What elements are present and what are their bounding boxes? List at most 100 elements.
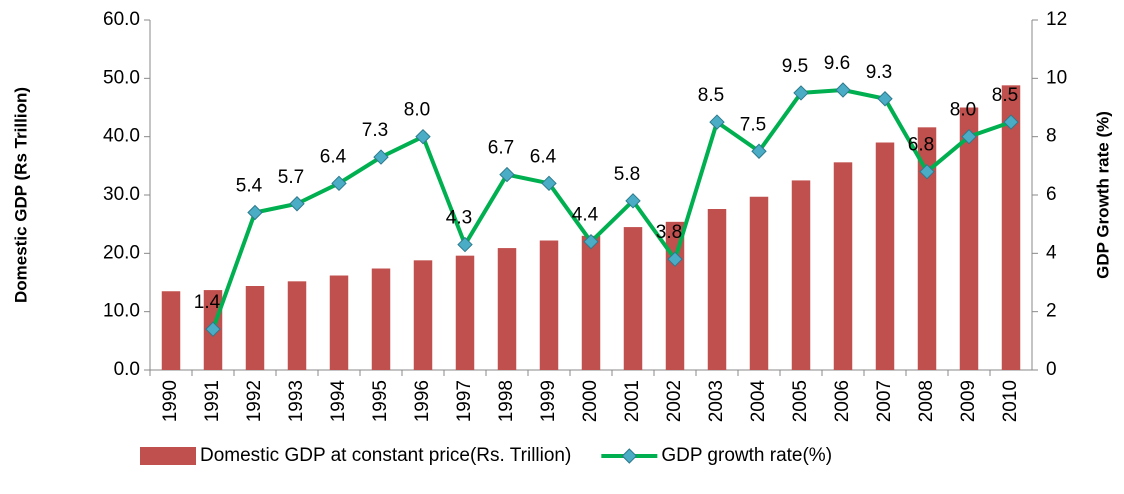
bar <box>329 275 349 370</box>
marker <box>961 128 977 145</box>
marker <box>1003 114 1019 130</box>
marker <box>709 114 725 130</box>
y-tick-label: 40.0 <box>103 126 140 147</box>
data-label: 5.4 <box>236 176 263 197</box>
data-label: 6.4 <box>530 146 557 167</box>
data-label: 6.8 <box>908 135 934 156</box>
y-tick-label: 50.0 <box>103 67 140 88</box>
x-tick-label: 2006 <box>832 380 853 422</box>
marker <box>751 143 767 159</box>
x-tick-label: 2000 <box>580 380 601 422</box>
x-tick-label: 1993 <box>286 380 307 422</box>
bar <box>161 291 181 370</box>
marker <box>667 251 683 267</box>
data-label: 8.5 <box>992 85 1018 106</box>
marker <box>331 175 347 192</box>
marker <box>835 82 851 98</box>
x-tick-label: 1992 <box>244 380 265 422</box>
bar <box>1001 85 1021 370</box>
x-tick-label: 1995 <box>370 380 391 422</box>
x-tick-label: 2010 <box>1000 380 1021 422</box>
bar <box>791 180 811 370</box>
bar <box>917 127 937 370</box>
bar <box>413 260 433 370</box>
x-tick-label: 2004 <box>748 380 769 423</box>
marker <box>793 85 809 101</box>
bar <box>623 227 643 370</box>
x-tick-label: 2003 <box>706 380 727 422</box>
legend-swatch <box>140 447 196 465</box>
marker <box>499 166 515 183</box>
bar <box>371 268 391 370</box>
x-tick-label: 1991 <box>202 380 223 422</box>
marker <box>625 193 641 209</box>
y2-tick-label: 6 <box>1046 184 1057 205</box>
marker <box>877 91 893 107</box>
marker <box>415 128 431 145</box>
legend-label: Domestic GDP at constant price(Rs. Trill… <box>200 445 571 466</box>
x-tick-label: 2009 <box>958 380 979 422</box>
bar <box>497 248 517 370</box>
data-label: 6.7 <box>488 138 514 159</box>
marker <box>247 204 263 221</box>
y-axis-label: Domestic GDP (Rs Trillion) <box>11 87 30 303</box>
bar <box>875 142 895 370</box>
y-tick-label: 20.0 <box>103 242 140 263</box>
data-label: 8.5 <box>698 85 724 106</box>
x-tick-label: 1997 <box>454 380 475 422</box>
bar <box>539 240 559 370</box>
x-tick-label: 2005 <box>790 380 811 422</box>
legend-marker <box>621 448 638 464</box>
x-tick-label: 1990 <box>160 380 181 422</box>
bar <box>959 107 979 370</box>
y2-tick-label: 0 <box>1046 359 1057 380</box>
x-tick-label: 2002 <box>664 380 685 422</box>
marker <box>289 196 305 212</box>
x-tick-label: 1996 <box>412 380 433 422</box>
bar <box>245 286 265 370</box>
data-label: 1.4 <box>194 292 221 313</box>
data-label: 4.3 <box>446 208 472 229</box>
data-label: 5.7 <box>278 167 304 188</box>
x-tick-label: 2007 <box>874 380 895 422</box>
line <box>211 88 1012 330</box>
y-tick-label: 0.0 <box>114 359 140 380</box>
y2-tick-label: 4 <box>1046 242 1057 263</box>
data-label: 6.4 <box>320 146 347 167</box>
bar <box>707 209 727 370</box>
bar <box>455 255 475 370</box>
y-tick-label: 30.0 <box>103 184 140 205</box>
data-label: 8.0 <box>950 100 976 121</box>
marker <box>583 233 599 250</box>
x-tick-label: 1999 <box>538 380 559 422</box>
x-tick-label: 1994 <box>328 380 349 423</box>
data-label: 7.5 <box>740 114 766 135</box>
marker <box>205 321 221 337</box>
data-label: 9.6 <box>824 53 850 74</box>
marker <box>457 236 473 253</box>
y2-tick-label: 2 <box>1046 301 1057 322</box>
data-label: 8.0 <box>404 100 430 121</box>
bar <box>287 281 307 370</box>
y2-tick-label: 8 <box>1046 126 1057 147</box>
x-tick-label: 2008 <box>916 380 937 422</box>
y-tick-label: 60.0 <box>103 9 140 30</box>
data-label: 4.4 <box>572 205 599 226</box>
bar <box>833 162 853 370</box>
y2-axis-label: GDP Growth rate (%) <box>1093 111 1112 279</box>
marker <box>541 175 557 192</box>
data-label: 3.8 <box>656 222 682 243</box>
marker <box>919 163 935 180</box>
legend-label: GDP growth rate(%) <box>661 445 832 466</box>
y2-tick-label: 10 <box>1046 67 1067 88</box>
marker <box>373 149 389 165</box>
x-tick-label: 1998 <box>496 380 517 422</box>
bar <box>749 196 769 370</box>
bar <box>581 235 601 370</box>
x-tick-label: 2001 <box>622 380 643 422</box>
data-label: 5.8 <box>614 164 640 185</box>
data-label: 9.5 <box>782 56 808 77</box>
y-tick-label: 10.0 <box>103 301 140 322</box>
data-label: 9.3 <box>866 62 892 83</box>
